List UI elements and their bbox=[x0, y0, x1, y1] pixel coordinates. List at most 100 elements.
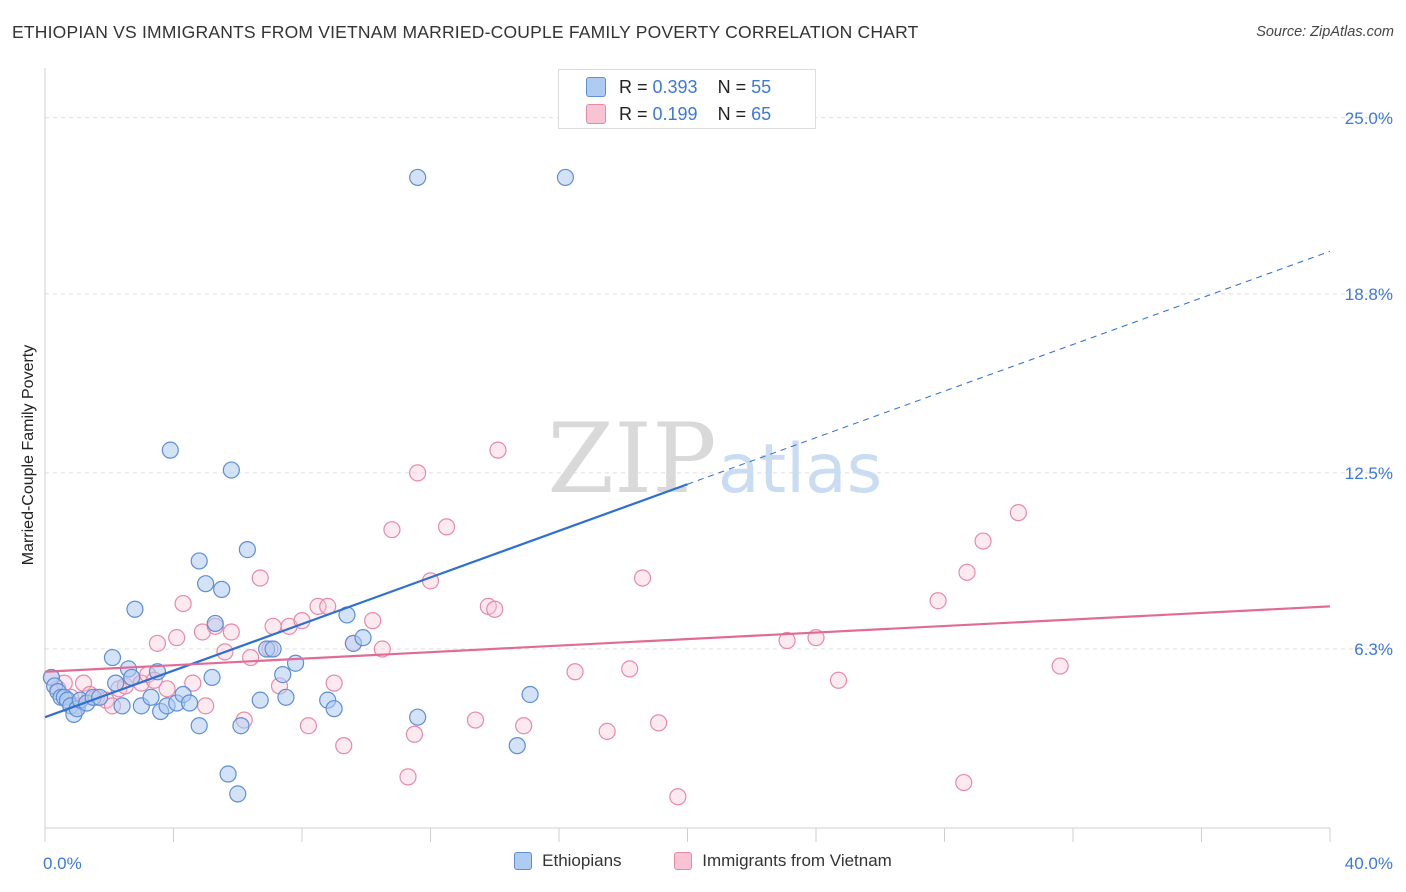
data-point bbox=[633, 569, 652, 587]
data-point bbox=[251, 691, 269, 709]
data-point bbox=[489, 441, 507, 459]
data-point bbox=[277, 688, 295, 706]
data-point bbox=[299, 717, 318, 735]
legend-r-value: 0.393 bbox=[652, 76, 698, 97]
data-point bbox=[669, 788, 687, 806]
data-point bbox=[229, 785, 247, 803]
data-point bbox=[103, 648, 122, 667]
tick-labels: 6.3% 12.5% 18.8% 25.0% 0.0% 40.0% bbox=[43, 109, 1393, 873]
data-point bbox=[515, 717, 533, 735]
data-point bbox=[598, 722, 616, 741]
data-point bbox=[1009, 504, 1027, 522]
y-tick-label: 25.0% bbox=[1345, 109, 1393, 128]
data-point bbox=[325, 700, 343, 718]
data-point bbox=[364, 612, 382, 630]
data-point bbox=[197, 575, 215, 593]
data-point bbox=[264, 640, 282, 658]
trend-line bbox=[44, 605, 1331, 673]
watermark-atlas: atlas bbox=[718, 430, 882, 509]
axes bbox=[44, 68, 1331, 842]
legend-swatch-pink bbox=[586, 104, 606, 124]
data-point bbox=[219, 765, 237, 783]
data-point bbox=[168, 629, 186, 647]
data-point bbox=[409, 708, 427, 726]
data-point bbox=[958, 563, 976, 581]
data-point bbox=[222, 623, 240, 641]
y-axis-label: Married-Couple Family Poverty bbox=[20, 344, 37, 566]
data-point bbox=[213, 580, 231, 598]
x-tick-label: 40.0% bbox=[1345, 854, 1393, 873]
data-point bbox=[621, 660, 639, 678]
legend-n-value: 65 bbox=[751, 103, 772, 124]
data-point bbox=[649, 714, 668, 732]
legend-item-vietnam: Immigrants from Vietnam bbox=[674, 851, 892, 871]
y-tick-label: 12.5% bbox=[1345, 464, 1393, 483]
legend-swatch-blue bbox=[514, 852, 533, 870]
source-credit: Source: ZipAtlas.com bbox=[1256, 24, 1394, 40]
data-point bbox=[190, 717, 208, 735]
data-point bbox=[113, 697, 131, 715]
legend-swatch-pink bbox=[674, 852, 693, 870]
data-point bbox=[974, 532, 992, 550]
legend-item-ethiopians: Ethiopians bbox=[514, 851, 622, 871]
y-tick-label: 18.8% bbox=[1345, 285, 1393, 304]
data-point bbox=[373, 640, 391, 658]
data-point bbox=[335, 737, 353, 755]
watermark-zip: ZIP bbox=[547, 403, 716, 515]
legend-n-value: 55 bbox=[751, 76, 772, 97]
legend-swatch-blue bbox=[586, 77, 606, 97]
data-point bbox=[405, 725, 424, 743]
series-legend: Ethiopians Immigrants from Vietnam bbox=[0, 851, 1406, 875]
data-point bbox=[466, 711, 485, 729]
data-point bbox=[274, 665, 292, 684]
data-point bbox=[180, 694, 199, 712]
data-point bbox=[437, 518, 456, 536]
data-point bbox=[409, 464, 427, 482]
data-point bbox=[184, 674, 202, 692]
data-point bbox=[222, 461, 240, 479]
legend-r-value: 0.199 bbox=[652, 103, 698, 124]
trend-lines bbox=[44, 250, 1331, 719]
correlation-legend: R = 0.393 N = 55 R = 0.199 N = 65 bbox=[558, 69, 816, 129]
data-point bbox=[203, 668, 221, 687]
trend-line bbox=[44, 483, 688, 719]
data-point bbox=[566, 663, 584, 681]
series-ethiopians bbox=[42, 168, 575, 803]
data-point bbox=[409, 168, 427, 187]
data-point bbox=[161, 441, 179, 459]
data-point bbox=[399, 768, 417, 786]
legend-label: Immigrants from Vietnam bbox=[702, 851, 892, 870]
data-point bbox=[955, 773, 973, 792]
data-point bbox=[242, 648, 260, 667]
grid-lines bbox=[45, 117, 1390, 650]
data-point bbox=[148, 634, 167, 652]
data-point bbox=[929, 592, 947, 610]
legend-text: R = 0.199 N = 65 bbox=[619, 103, 772, 124]
data-point bbox=[556, 168, 575, 187]
data-point bbox=[486, 600, 504, 618]
data-point bbox=[354, 629, 372, 647]
data-point bbox=[309, 597, 327, 616]
trend-line-extension bbox=[687, 250, 1331, 485]
data-point bbox=[508, 737, 526, 755]
data-point bbox=[174, 594, 192, 613]
y-tick-label: 6.3% bbox=[1354, 640, 1393, 659]
data-point bbox=[778, 631, 796, 650]
data-point bbox=[238, 540, 256, 559]
data-point bbox=[190, 552, 208, 570]
legend-text: R = 0.393 N = 55 bbox=[619, 76, 772, 97]
data-point bbox=[383, 521, 401, 539]
data-point bbox=[521, 685, 539, 704]
data-point bbox=[1051, 657, 1069, 675]
data-point bbox=[829, 671, 848, 689]
data-point bbox=[251, 569, 269, 587]
data-point bbox=[325, 674, 343, 692]
legend-label: Ethiopians bbox=[542, 851, 622, 870]
data-point bbox=[206, 614, 224, 633]
chart-title: ETHIOPIAN VS IMMIGRANTS FROM VIETNAM MAR… bbox=[12, 22, 919, 42]
data-point bbox=[197, 697, 215, 715]
data-point bbox=[232, 717, 250, 735]
data-point bbox=[158, 680, 176, 698]
data-point bbox=[126, 600, 144, 618]
